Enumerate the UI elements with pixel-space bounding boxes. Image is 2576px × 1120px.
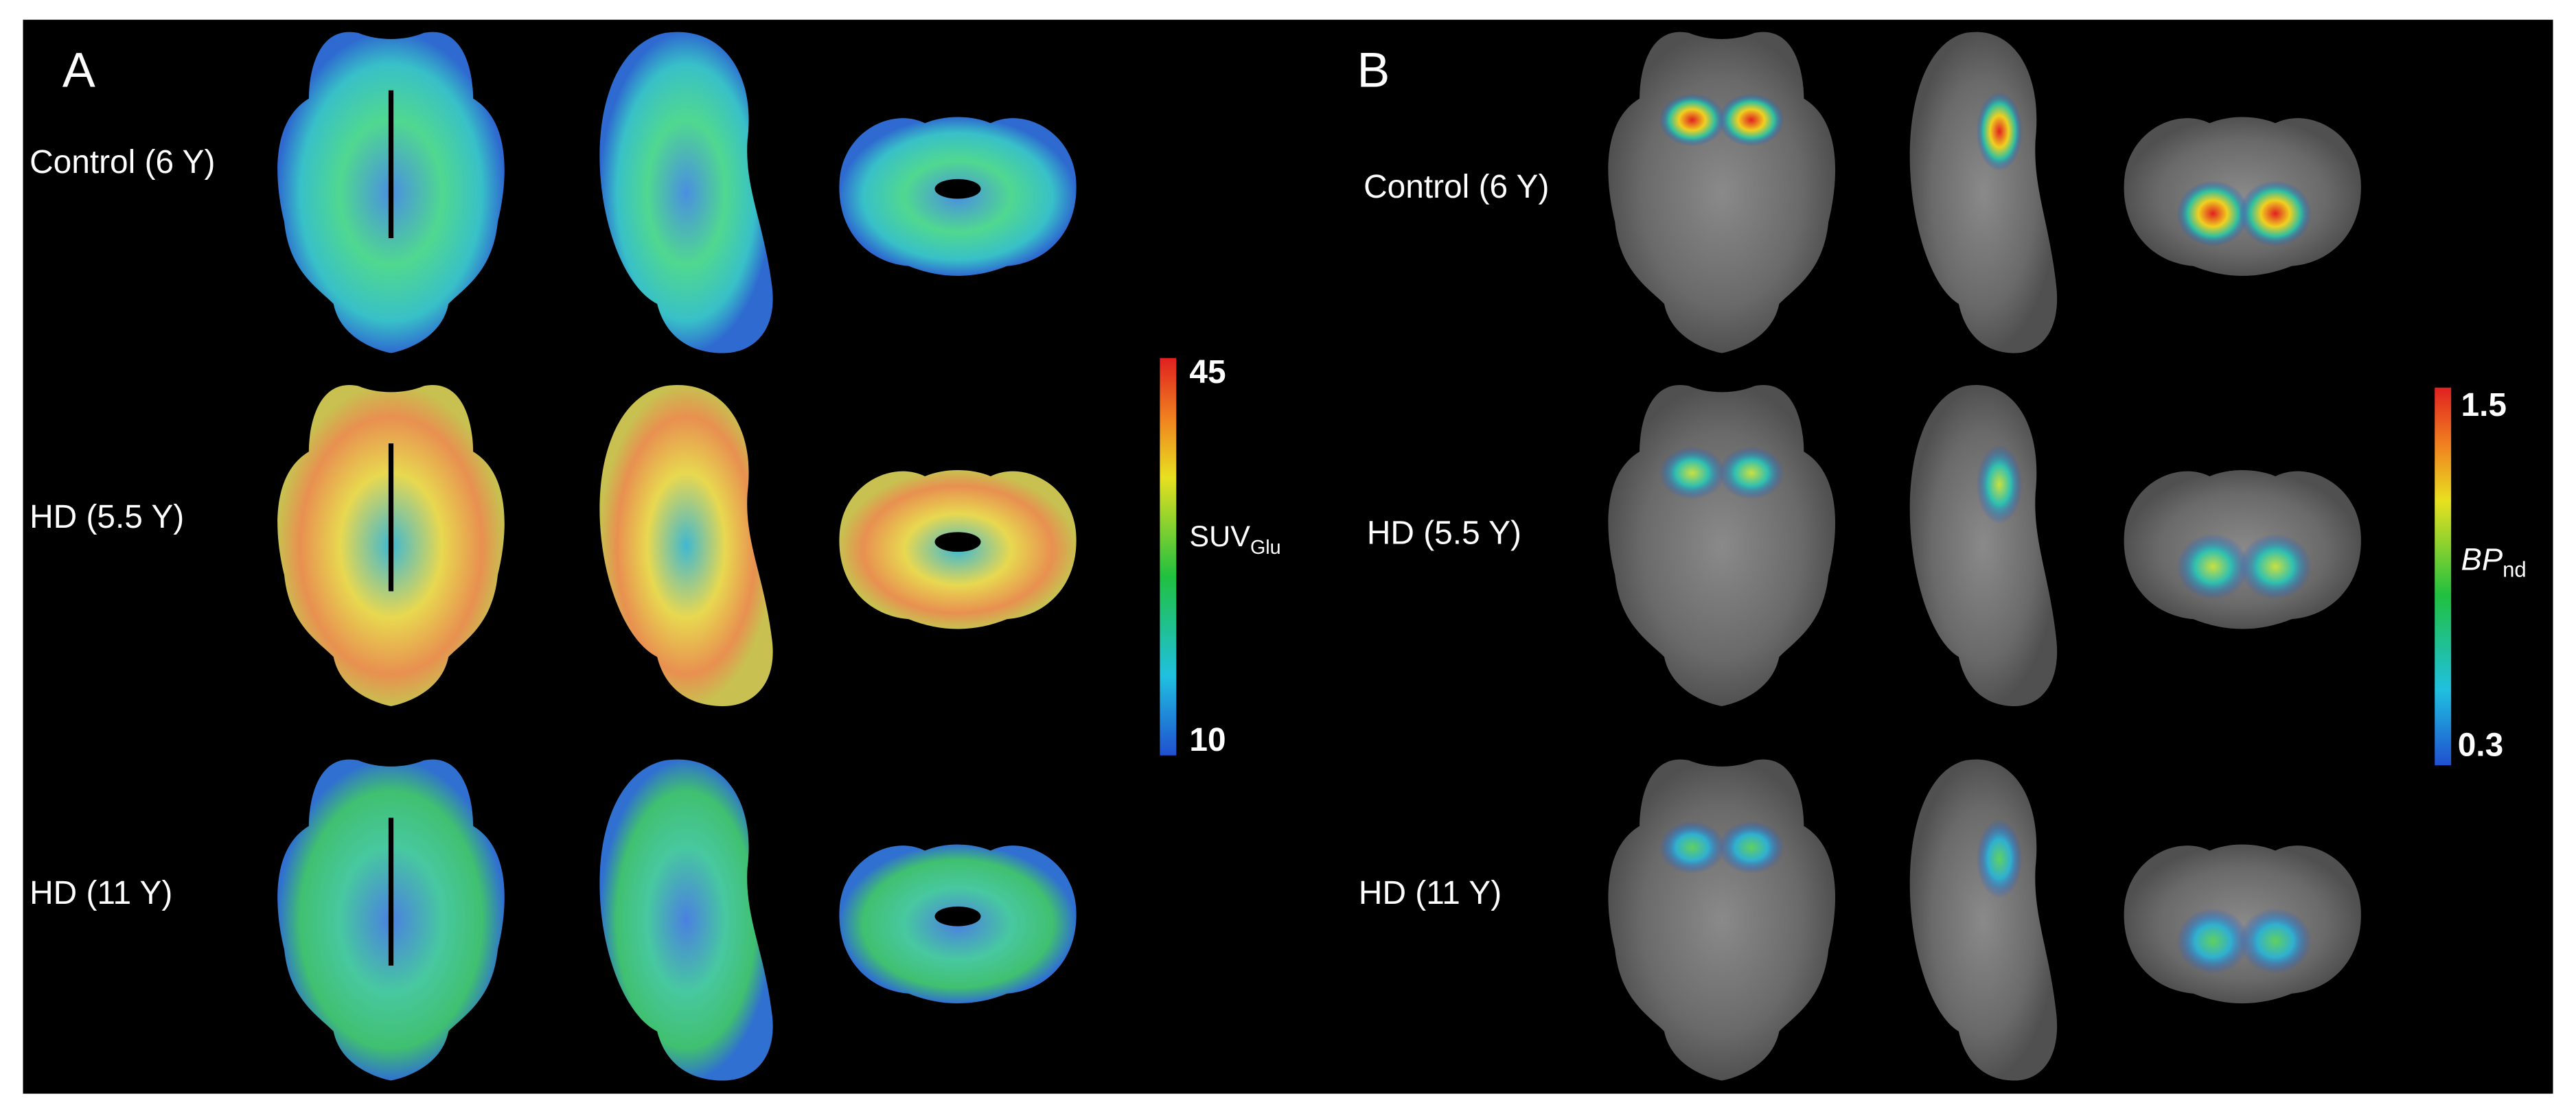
row-label: HD (11 Y) [30,875,172,911]
colorbar-label-main: BP [2461,541,2503,576]
uptake-spot [1659,93,1725,146]
uptake-spot [1718,821,1784,874]
uptake-spot [1976,445,2023,524]
ventricle [934,532,981,552]
colorbar-min: 0.3 [2458,727,2504,763]
uptake-spot [2176,180,2249,246]
panel-label: B [1357,43,1390,98]
uptake-spot [1976,819,2023,898]
row-label: HD (5.5 Y) [30,499,184,535]
panel-label: A [62,43,95,98]
colorbar [2435,387,2452,766]
uptake-spot [2239,533,2312,600]
brain-images [277,32,2361,1081]
uptake-spot [1718,446,1784,500]
colorbar-label-sub: Glu [1250,537,1281,559]
uptake-spot [2176,908,2249,974]
row-label: Control (6 Y) [1364,169,1549,205]
colorbar [1160,358,1177,756]
uptake-spot [1659,446,1725,500]
uptake-spot [1718,93,1784,146]
colorbar-label: SUVGlu [1189,520,1280,559]
row-label: HD (11 Y) [1359,875,1502,911]
uptake-spot [2239,908,2312,974]
colorbar-max: 45 [1189,354,1226,390]
colorbar-label-main: SUV [1189,520,1250,553]
row-label: HD (5.5 Y) [1367,515,1521,552]
ventricle [934,906,981,926]
row-label: Control (6 Y) [30,144,215,180]
colorbar-max: 1.5 [2461,387,2507,423]
ventricle [934,178,981,199]
uptake-spot [2176,533,2249,600]
uptake-spot [1659,821,1725,874]
colorbar-label: BPnd [2461,541,2527,582]
colorbar-label-sub: nd [2503,558,2527,582]
uptake-spot [2239,180,2312,246]
uptake-spot [1976,92,2023,171]
colorbar-min: 10 [1189,722,1226,758]
